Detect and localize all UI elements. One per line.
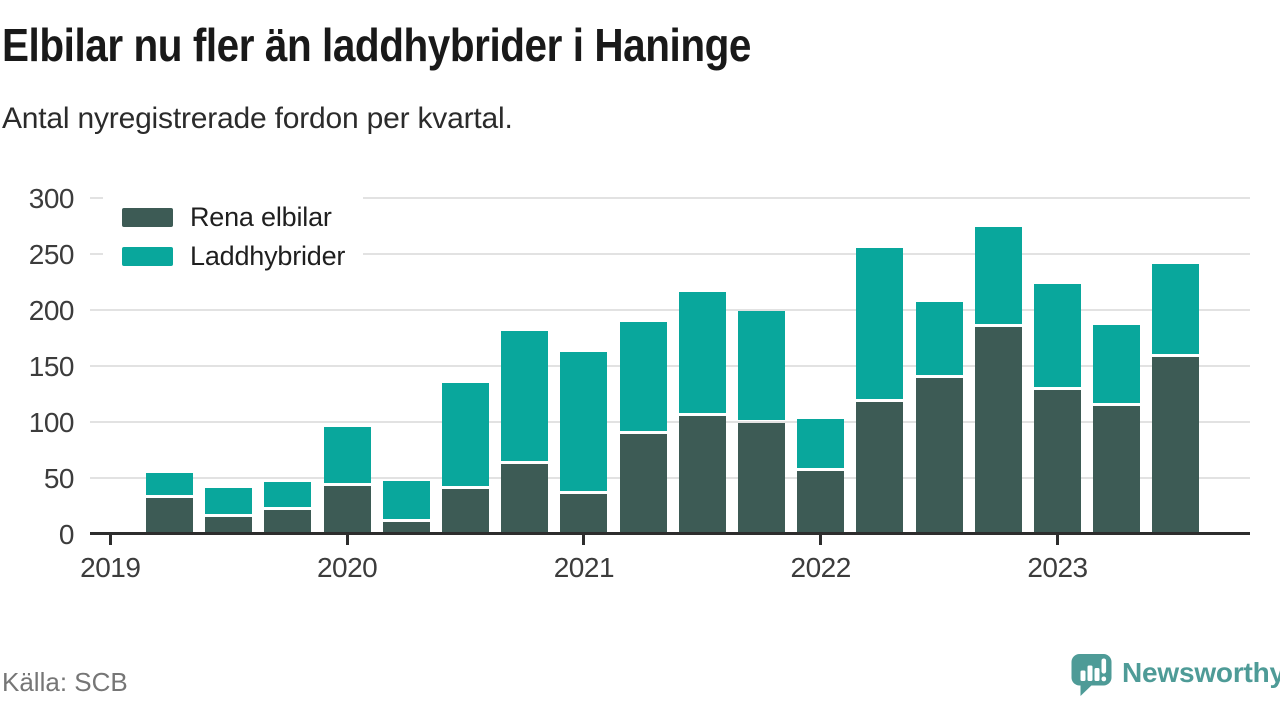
gridline-250 — [90, 252, 1250, 255]
bar-rena-elbilar-2022-Q1 — [797, 470, 845, 534]
bar-rena-elbilar-2021-Q4 — [738, 422, 785, 534]
bar-laddhybrider-2023-Q3 — [1152, 263, 1200, 354]
newsworthy-logo — [1071, 653, 1113, 699]
x-axis-line — [90, 531, 1250, 535]
newsworthy-wordmark: Newsworthy — [1122, 657, 1280, 688]
x-axis-tick-2019 — [108, 534, 112, 545]
bar-rena-elbilar-2023-Q2 — [1093, 405, 1141, 534]
bar-rena-elbilar-2021-Q1 — [560, 494, 608, 534]
source-note: Källa: SCB — [2, 667, 128, 697]
gridline-50 — [90, 476, 1250, 479]
bar-laddhybrider-2020-Q1 — [323, 427, 371, 484]
x-axis-label-2023: 2023 — [1027, 552, 1088, 583]
bar-laddhybrider-2022-Q4 — [974, 226, 1022, 325]
bar-laddhybrider-2020-Q4 — [501, 330, 549, 462]
y-axis-label-50: 50 — [43, 462, 75, 494]
bar-rena-elbilar-2021-Q2 — [619, 433, 667, 534]
y-axis-label-100: 100 — [28, 406, 75, 438]
legend-swatch-rena-elbilar — [122, 207, 173, 227]
x-axis-label-2020: 2020 — [316, 552, 378, 583]
bar-laddhybrider-2019-Q3 — [205, 487, 253, 514]
legend-label-laddhybrider: Laddhybrider — [190, 240, 346, 271]
legend-item-laddhybrider: Laddhybrider — [122, 241, 345, 271]
bar-rena-elbilar-2022-Q3 — [915, 377, 963, 534]
bar-laddhybrider-2019-Q4 — [264, 481, 312, 507]
bar-laddhybrider-2023-Q1 — [1034, 283, 1081, 388]
bar-rena-elbilar-2019-Q4 — [264, 509, 312, 534]
legend-label-rena-elbilar: Rena elbilar — [190, 201, 332, 232]
bar-laddhybrider-2022-Q2 — [856, 247, 904, 400]
bar-laddhybrider-2021-Q3 — [678, 291, 726, 413]
bar-rena-elbilar-2020-Q3 — [442, 488, 489, 534]
bar-chart-speech-bubble-icon — [1071, 654, 1112, 696]
x-axis-tick-2021 — [582, 534, 586, 545]
bar-rena-elbilar-2022-Q4 — [974, 327, 1022, 534]
bar-rena-elbilar-2023-Q1 — [1034, 390, 1081, 534]
x-axis-tick-2023 — [1056, 534, 1059, 545]
bar-rena-elbilar-2019-Q2 — [146, 497, 193, 534]
bar-laddhybrider-2022-Q1 — [797, 419, 845, 468]
gridline-150 — [90, 364, 1250, 367]
bar-laddhybrider-2020-Q3 — [442, 383, 489, 486]
y-axis-label-300: 300 — [28, 182, 75, 214]
bar-laddhybrider-2021-Q4 — [738, 310, 785, 420]
legend-swatch-laddhybrider — [122, 246, 173, 266]
y-axis-label-150: 150 — [28, 350, 75, 382]
gridline-200 — [90, 308, 1250, 311]
bar-laddhybrider-2021-Q1 — [560, 352, 608, 492]
bar-rena-elbilar-2020-Q4 — [501, 464, 549, 534]
bar-laddhybrider-2022-Q3 — [915, 301, 963, 375]
bar-rena-elbilar-2021-Q3 — [678, 415, 726, 534]
gridline-300 — [90, 196, 1250, 199]
x-axis-label-2019: 2019 — [80, 552, 141, 583]
y-axis-label-250: 250 — [28, 238, 75, 270]
y-axis-label-200: 200 — [28, 294, 75, 326]
gridline-100 — [90, 420, 1250, 423]
bar-rena-elbilar-2020-Q2 — [382, 522, 430, 534]
x-axis-tick-2022 — [819, 534, 823, 545]
x-axis-label-2021: 2021 — [553, 552, 615, 583]
legend-item-rena-elbilar: Rena elbilar — [122, 202, 332, 232]
bar-laddhybrider-2023-Q2 — [1093, 325, 1141, 403]
x-axis-label-2022: 2022 — [790, 552, 852, 583]
bar-rena-elbilar-2022-Q2 — [856, 402, 904, 534]
y-axis-label-0: 0 — [58, 518, 75, 550]
legend: Rena elbilar Laddhybrider — [103, 194, 363, 280]
page-title: Elbilar nu fler än laddhybrider i Haning… — [2, 19, 751, 71]
page-subtitle: Antal nyregistrerade fordon per kvartal. — [2, 102, 513, 135]
bar-rena-elbilar-2020-Q1 — [323, 486, 371, 534]
bar-laddhybrider-2021-Q2 — [619, 321, 667, 431]
bar-rena-elbilar-2019-Q3 — [205, 516, 253, 534]
x-axis-tick-2020 — [345, 534, 349, 545]
bar-laddhybrider-2019-Q2 — [146, 473, 193, 495]
bar-laddhybrider-2020-Q2 — [382, 480, 430, 520]
bar-rena-elbilar-2023-Q3 — [1152, 356, 1200, 534]
